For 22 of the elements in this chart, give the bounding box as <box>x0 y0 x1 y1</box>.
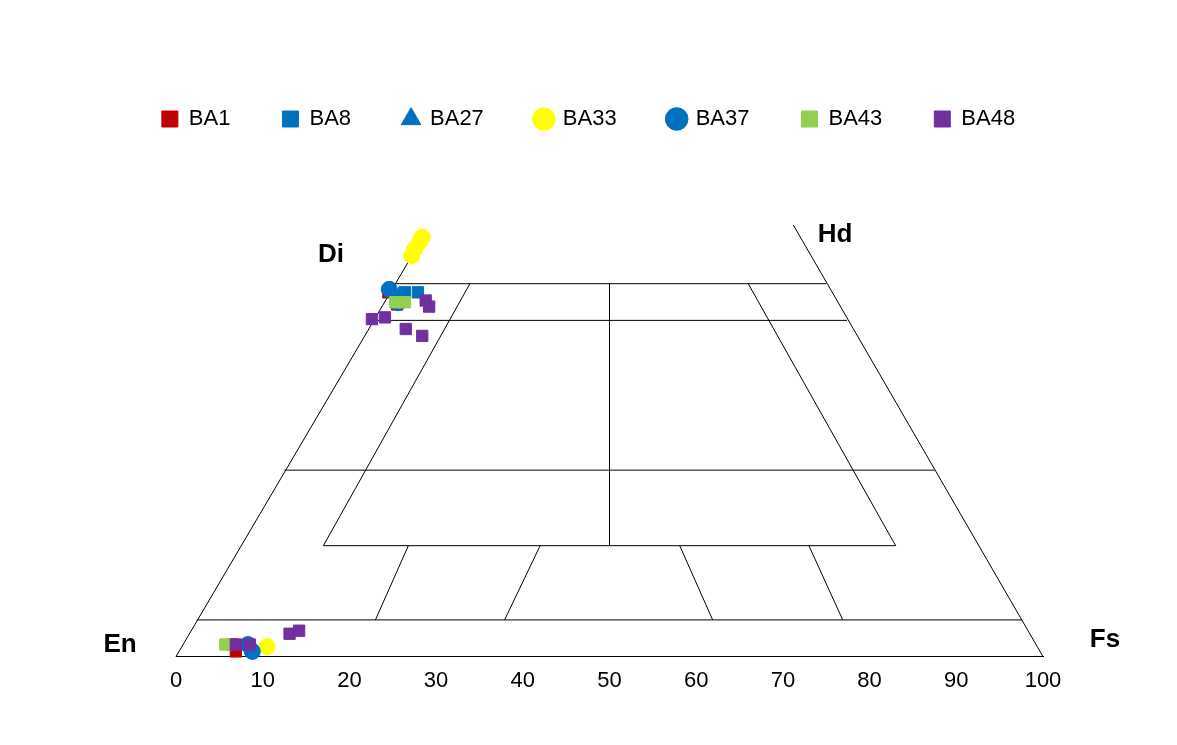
x-tick-label: 60 <box>683 666 709 692</box>
x-tick-label: 80 <box>857 666 882 692</box>
x-tick-label: 30 <box>423 666 449 692</box>
x-tick-label: 70 <box>770 666 796 692</box>
x-tick-label: 100 <box>1024 666 1062 692</box>
legend-label: BA8 <box>309 105 352 131</box>
text: Fs <box>1089 623 1121 654</box>
x-tick-label: 90 <box>944 666 969 692</box>
legend-label: BA33 <box>562 105 617 131</box>
x-tick-label: 40 <box>510 666 536 692</box>
x-tick-label: 20 <box>337 666 362 692</box>
x-tick-label: 10 <box>250 666 275 692</box>
legend-label: BA27 <box>430 105 484 131</box>
annotation: Di <box>318 238 344 269</box>
x-tick-label: 0 <box>169 666 183 692</box>
legend-label: BA43 <box>828 105 883 131</box>
text: En <box>103 628 137 659</box>
legend-label: BA48 <box>961 105 1016 131</box>
legend-label: BA1 <box>188 105 231 131</box>
annotation: Hd <box>817 218 853 249</box>
x-tick-label: 50 <box>597 666 622 692</box>
legend-label: BA37 <box>695 105 750 131</box>
